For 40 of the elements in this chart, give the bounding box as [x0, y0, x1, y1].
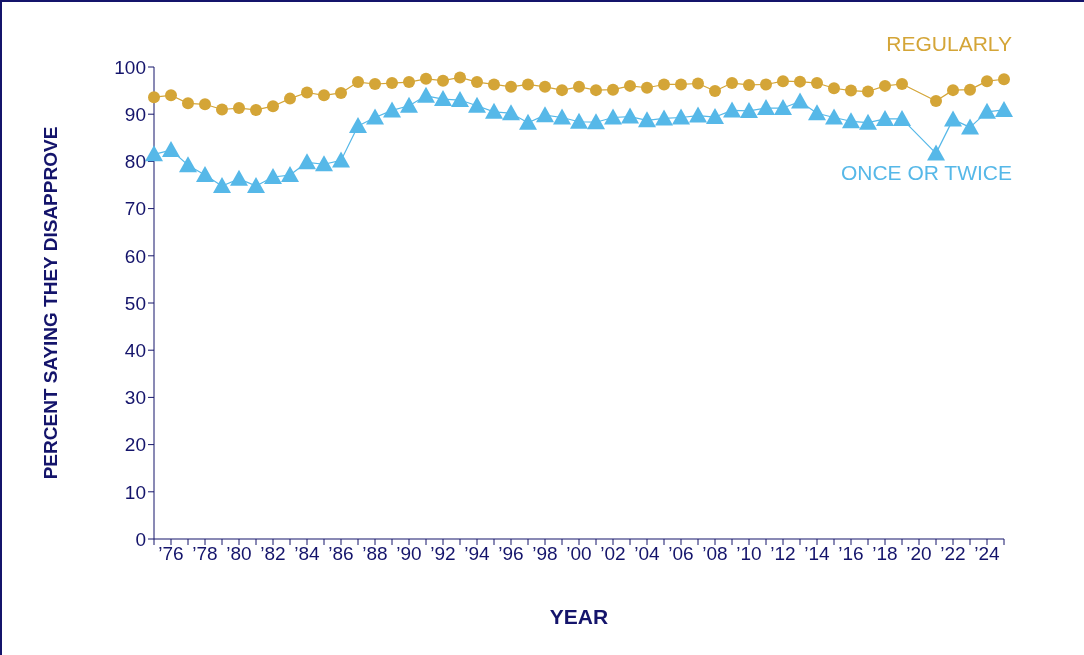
x-tick-label: ’02	[600, 543, 626, 565]
x-tick-label: ’08	[702, 543, 728, 565]
y-tick-label: 60	[124, 245, 146, 267]
y-tick-label: 0	[135, 528, 146, 550]
x-tick-label: ’88	[362, 543, 388, 565]
x-tick-label: ’82	[260, 543, 286, 565]
y-tick-label: 50	[124, 292, 146, 314]
x-tick-label: ’22	[940, 543, 966, 565]
x-axis-title: YEAR	[549, 605, 609, 628]
x-tick-label: ’16	[838, 543, 864, 565]
x-tick-label: ’18	[872, 543, 898, 565]
y-tick-label: 70	[124, 198, 146, 220]
y-tick-label: 100	[114, 56, 146, 78]
x-tick-label: ’80	[226, 543, 252, 565]
y-tick-label: 30	[124, 387, 146, 409]
x-tick-label: ’86	[328, 543, 354, 565]
series-label: ONCE OR TWICE	[840, 160, 1012, 184]
x-tick-label: ’90	[396, 543, 422, 565]
x-tick-label: ’00	[566, 543, 592, 565]
x-tick-label: ’76	[158, 543, 184, 565]
y-tick-label: 40	[124, 339, 146, 361]
x-tick-label: ’94	[464, 543, 491, 565]
x-tick-label: ’20	[906, 543, 932, 565]
x-tick-label: ’04	[634, 543, 661, 565]
x-tick-label: ’12	[770, 543, 796, 565]
x-tick-label: ’84	[294, 543, 321, 565]
series-label: REGULARLY	[886, 32, 1012, 56]
x-tick-label: ’24	[974, 543, 1001, 565]
x-tick-label: ’10	[736, 543, 762, 565]
y-tick-label: 10	[124, 481, 146, 503]
x-tick-label: ’78	[192, 543, 218, 565]
x-tick-label: ’98	[532, 543, 558, 565]
x-tick-label: ’06	[668, 543, 694, 565]
y-tick-label: 20	[124, 434, 146, 456]
x-tick-label: ’14	[804, 543, 831, 565]
x-tick-label: ’96	[498, 543, 524, 565]
y-tick-label: 80	[124, 151, 146, 173]
x-tick-label: ’92	[430, 543, 456, 565]
y-tick-label: 90	[124, 103, 146, 125]
y-axis-title: PERCENT SAYING THEY DISAPPROVE	[39, 126, 61, 480]
